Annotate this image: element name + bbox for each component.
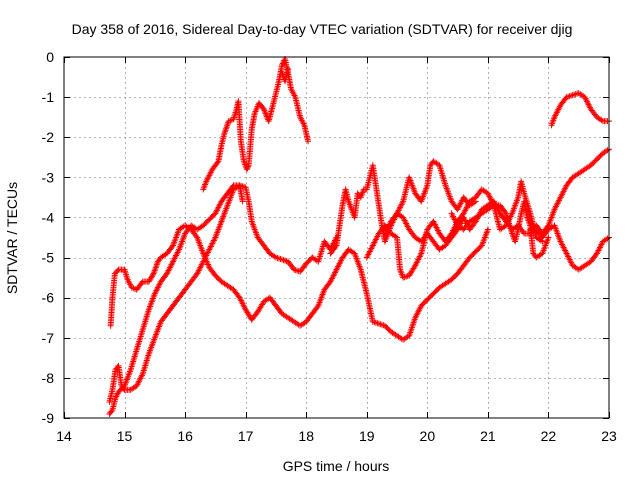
data-point <box>108 408 115 415</box>
data-point <box>545 234 552 241</box>
y-tick-label: -4 <box>42 209 55 225</box>
series-trace-5 <box>279 66 292 85</box>
x-tick-label: 20 <box>420 428 436 444</box>
x-tick-label: 16 <box>177 428 193 444</box>
y-axis-label: SDTVAR / TECUs <box>4 182 20 294</box>
data-point <box>243 166 250 173</box>
y-tick-label: -1 <box>42 89 55 105</box>
x-tick-label: 14 <box>56 428 72 444</box>
series-trace-12 <box>309 234 340 265</box>
data-point <box>239 198 246 205</box>
x-tick-label: 22 <box>541 428 557 444</box>
y-tick-label: 0 <box>46 49 54 65</box>
data-point <box>285 66 292 73</box>
data-point <box>114 267 121 274</box>
x-tick-label: 18 <box>298 428 314 444</box>
y-tick-label: -6 <box>42 290 55 306</box>
x-tick-label: 21 <box>480 428 496 444</box>
y-tick-label: -8 <box>42 370 55 386</box>
data-point <box>138 279 145 286</box>
y-tick-label: -2 <box>42 129 55 145</box>
data-point <box>149 271 156 278</box>
series-trace-7 <box>363 178 546 281</box>
data-point <box>214 159 221 166</box>
data-points <box>106 56 612 417</box>
data-point <box>520 229 527 236</box>
x-tick-label: 23 <box>601 428 617 444</box>
y-tick-label: -5 <box>42 250 55 266</box>
data-point <box>502 209 509 216</box>
x-tick-label: 15 <box>117 428 133 444</box>
series-trace-9 <box>527 146 612 237</box>
y-tick-label: -7 <box>42 330 55 346</box>
x-tick-label: 19 <box>359 428 375 444</box>
data-point <box>229 183 236 190</box>
series-trace-11 <box>448 198 552 261</box>
x-tick-label: 17 <box>238 428 254 444</box>
series-trace-1 <box>107 222 491 343</box>
chart-title: Day 358 of 2016, Sidereal Day-to-day VTE… <box>72 21 573 37</box>
data-point <box>245 163 252 170</box>
data-point <box>333 234 340 241</box>
plot-frame <box>63 56 610 419</box>
axis-ticks: 14 15 16 17 18 19 20 21 22 23 0 -1 -2 -3 -4 -5 -6 -7 -8 -9 <box>42 49 617 444</box>
data-point <box>244 164 251 171</box>
series-trace-2 <box>106 182 316 405</box>
x-axis-label: GPS time / hours <box>283 458 390 474</box>
y-tick-label: -9 <box>42 410 55 426</box>
series-trace-3 <box>106 182 246 417</box>
y-tick-label: -3 <box>42 169 55 185</box>
data-point <box>484 226 491 233</box>
data-point <box>305 138 312 145</box>
